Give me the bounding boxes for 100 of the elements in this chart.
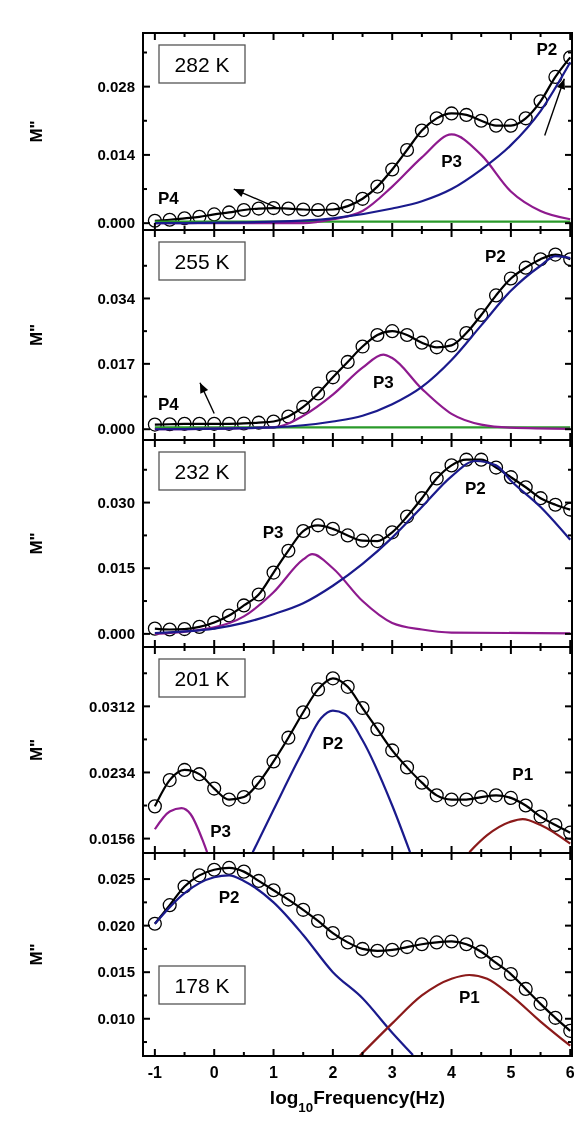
y-tick-label: 0.014 xyxy=(97,146,136,164)
point xyxy=(370,943,385,958)
point xyxy=(177,416,192,431)
y-tick-label: 0.015 xyxy=(97,963,135,981)
point xyxy=(162,417,177,432)
point xyxy=(340,679,355,694)
point xyxy=(221,416,237,431)
point xyxy=(192,767,207,782)
point xyxy=(399,760,415,775)
point xyxy=(414,775,429,790)
series-label: P3 xyxy=(441,152,462,172)
point xyxy=(429,471,444,486)
point xyxy=(385,743,400,758)
point xyxy=(207,416,222,431)
point xyxy=(296,202,311,217)
series-label: P4 xyxy=(157,394,180,414)
point xyxy=(221,608,237,623)
point xyxy=(221,205,237,220)
y-tick-label: 0.034 xyxy=(97,289,136,307)
point xyxy=(147,916,162,931)
point xyxy=(340,528,355,543)
point xyxy=(296,523,311,539)
point xyxy=(533,252,548,267)
point xyxy=(310,913,326,929)
y-axis-title: M" xyxy=(27,120,46,143)
point xyxy=(533,996,548,1011)
y-tick-label: 0.0234 xyxy=(89,763,136,781)
point xyxy=(192,619,207,634)
point xyxy=(177,762,192,777)
point xyxy=(162,898,177,913)
point xyxy=(459,452,474,467)
point xyxy=(236,598,251,613)
y-tick-label: 0.000 xyxy=(97,214,135,232)
point xyxy=(399,327,415,343)
point xyxy=(296,399,311,414)
text: 232 K xyxy=(174,459,230,483)
point xyxy=(459,792,474,807)
y-tick-label: 0.025 xyxy=(97,870,135,888)
y-tick-label: 0.000 xyxy=(97,625,135,643)
series-label: P2 xyxy=(536,39,558,59)
point xyxy=(548,497,563,512)
y-axis-title: M" xyxy=(27,323,46,347)
y-axis-title: M" xyxy=(27,532,46,555)
series-label: P2 xyxy=(484,247,506,267)
point xyxy=(474,452,489,467)
text: 255 K xyxy=(174,249,230,273)
point xyxy=(251,873,266,889)
x-tick-label: 6 xyxy=(565,1064,575,1081)
point xyxy=(221,860,237,875)
point xyxy=(518,798,533,813)
point xyxy=(385,525,400,540)
point xyxy=(444,106,459,121)
point xyxy=(355,339,370,354)
point xyxy=(399,939,415,955)
point xyxy=(385,162,400,177)
point xyxy=(488,288,504,303)
series-label: P3 xyxy=(372,372,394,392)
line-series xyxy=(153,806,209,853)
point xyxy=(518,981,533,997)
point xyxy=(548,247,563,262)
x-tick-label: 2 xyxy=(328,1064,338,1081)
point xyxy=(385,942,400,957)
point xyxy=(281,409,296,424)
x-tick-label: 4 xyxy=(447,1064,457,1081)
point xyxy=(340,935,355,950)
point xyxy=(325,671,340,686)
point xyxy=(162,622,177,637)
y-tick-label: 0.028 xyxy=(97,77,135,95)
point xyxy=(503,118,518,133)
point xyxy=(370,179,385,194)
x-tick-label: 0 xyxy=(209,1064,219,1081)
point xyxy=(147,213,162,228)
point xyxy=(251,201,266,216)
point xyxy=(414,335,429,350)
x-tick-label: 1 xyxy=(269,1064,279,1081)
series-label: P2 xyxy=(464,478,486,498)
point xyxy=(281,892,296,907)
y-tick-label: 0.000 xyxy=(97,420,135,438)
point xyxy=(533,94,548,109)
point xyxy=(281,730,296,745)
point xyxy=(147,417,162,432)
point xyxy=(355,533,370,548)
point xyxy=(355,700,370,716)
point xyxy=(429,935,444,950)
point xyxy=(281,201,296,216)
point xyxy=(444,934,459,949)
point xyxy=(310,682,326,697)
point xyxy=(444,792,459,807)
point xyxy=(414,937,429,952)
point xyxy=(459,107,474,122)
line-series xyxy=(153,553,572,635)
series-label: P2 xyxy=(218,888,240,908)
point xyxy=(207,781,222,796)
point xyxy=(399,509,415,524)
point xyxy=(355,191,370,206)
series-label: P2 xyxy=(322,733,344,753)
point xyxy=(429,111,444,126)
point xyxy=(266,883,281,898)
point xyxy=(518,480,533,495)
point xyxy=(266,565,281,580)
